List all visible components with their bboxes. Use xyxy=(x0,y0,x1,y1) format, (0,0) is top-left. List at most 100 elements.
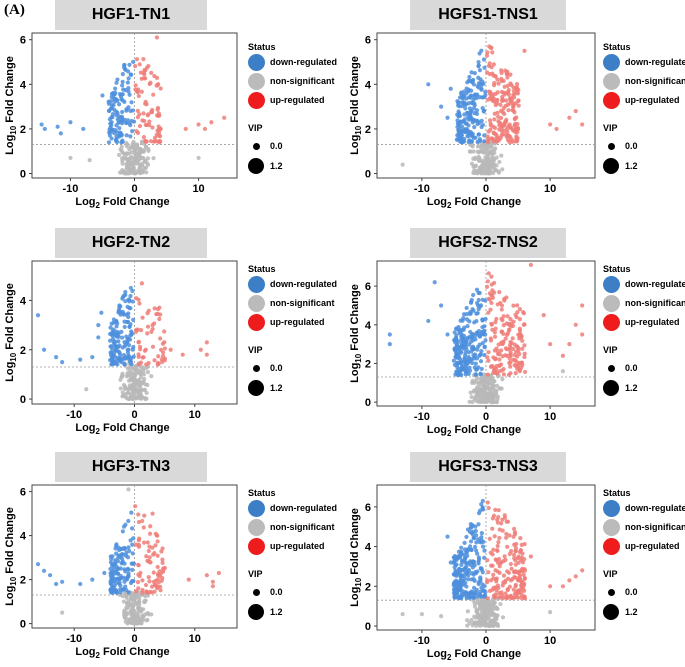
point-up xyxy=(137,123,143,129)
point-down xyxy=(129,329,134,334)
point-up xyxy=(497,591,502,596)
point-down xyxy=(124,334,129,339)
point-up xyxy=(516,560,521,565)
point-down xyxy=(122,362,127,367)
point-ns xyxy=(439,614,444,619)
point-up xyxy=(548,342,553,347)
point-up xyxy=(508,360,513,365)
y-tick-label: 2 xyxy=(365,581,371,593)
point-down xyxy=(471,535,476,541)
point-down xyxy=(128,322,133,327)
volcano-plot-5: -10 0 10 0 2 4 6 Log2 Fold Change Log10 Fold Cha… xyxy=(4,484,238,660)
point-ns xyxy=(144,170,149,175)
point-up xyxy=(160,557,165,562)
point-up xyxy=(500,318,505,323)
point-down xyxy=(112,562,118,567)
point-ns xyxy=(471,164,476,169)
point-down xyxy=(477,51,482,56)
point-up xyxy=(508,134,513,140)
point-down xyxy=(453,337,458,343)
y-tick-label: 2 xyxy=(365,124,371,136)
point-ns xyxy=(473,155,478,160)
point-ns xyxy=(488,150,493,156)
x-tick-label: -10 xyxy=(62,183,78,195)
point-up xyxy=(487,118,493,123)
point-up xyxy=(180,352,185,357)
point-up xyxy=(493,326,498,331)
point-down xyxy=(480,340,485,346)
point-ns xyxy=(121,169,127,174)
point-down xyxy=(120,98,125,103)
point-ns xyxy=(129,144,134,150)
point-down xyxy=(476,81,482,86)
point-ns xyxy=(469,394,474,400)
point-down xyxy=(472,71,477,76)
point-down xyxy=(479,366,484,372)
point-down xyxy=(483,298,488,303)
x-axis-label: Log2 Fold Change xyxy=(75,646,169,660)
point-up xyxy=(495,548,500,553)
point-ns xyxy=(491,384,496,390)
point-up xyxy=(196,122,201,127)
y-axis-label: Log10 Fold Change xyxy=(4,56,18,155)
point-ns xyxy=(489,390,494,395)
panel-title-strip: HGFS1-TNS1 xyxy=(410,0,566,30)
point-down xyxy=(129,579,135,584)
point-down xyxy=(128,134,133,139)
point-up xyxy=(499,348,504,353)
point-up xyxy=(135,90,140,95)
point-down xyxy=(453,591,458,596)
point-up xyxy=(157,113,162,118)
point-down xyxy=(117,120,122,125)
point-up xyxy=(495,351,501,357)
point-down xyxy=(459,562,464,567)
point-down xyxy=(455,582,460,587)
point-down xyxy=(481,109,486,114)
point-down xyxy=(117,134,122,139)
point-ns xyxy=(131,620,136,625)
point-up xyxy=(508,595,514,600)
point-down xyxy=(448,86,453,91)
y-tick-label: 2 xyxy=(365,358,371,370)
point-ns xyxy=(145,369,151,375)
point-down xyxy=(474,540,479,545)
point-down xyxy=(118,583,123,588)
point-up xyxy=(514,541,519,547)
point-up xyxy=(509,549,514,554)
point-up xyxy=(520,362,525,367)
point-down xyxy=(479,538,484,543)
point-ns xyxy=(137,602,142,607)
point-up xyxy=(516,103,521,108)
x-tick-label: -10 xyxy=(414,411,430,423)
point-up xyxy=(488,578,494,583)
y-axis-label: Log10 Fold Change xyxy=(4,283,18,382)
point-up xyxy=(513,371,518,376)
point-up xyxy=(160,354,166,359)
x-axis-label: Log2 Fold Change xyxy=(427,648,521,662)
point-ns xyxy=(142,396,148,401)
point-ns xyxy=(120,593,125,599)
point-down xyxy=(106,99,111,104)
point-up xyxy=(502,554,507,559)
point-ns xyxy=(474,608,480,614)
point-down xyxy=(468,562,474,568)
point-up xyxy=(492,365,497,370)
point-down xyxy=(478,576,483,582)
point-up xyxy=(508,345,513,350)
point-ns xyxy=(400,162,405,167)
point-down xyxy=(113,86,118,91)
point-up xyxy=(499,68,504,73)
point-down xyxy=(480,507,486,512)
point-down xyxy=(81,126,86,132)
point-down xyxy=(471,591,476,597)
point-up xyxy=(516,98,521,103)
point-ns xyxy=(490,399,495,405)
point-down xyxy=(480,106,485,111)
point-up xyxy=(573,108,578,114)
point-ns xyxy=(132,391,137,396)
point-up xyxy=(502,298,507,303)
point-down xyxy=(476,63,481,68)
point-up xyxy=(134,329,139,334)
point-up xyxy=(510,128,516,133)
point-ns xyxy=(131,375,136,380)
